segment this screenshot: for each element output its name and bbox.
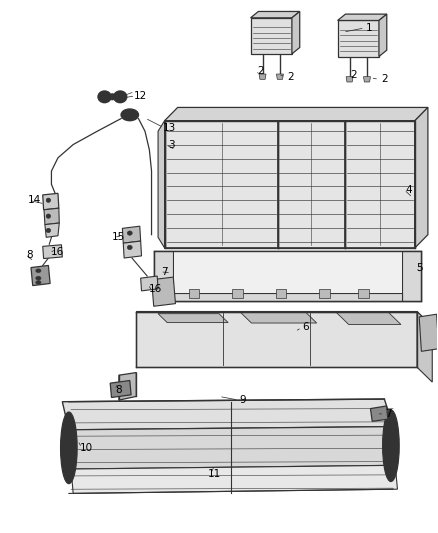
Polygon shape — [71, 465, 397, 494]
Text: 5: 5 — [416, 263, 423, 272]
Ellipse shape — [114, 91, 127, 103]
Polygon shape — [259, 74, 266, 79]
Text: 2: 2 — [381, 74, 388, 84]
Ellipse shape — [46, 228, 50, 232]
Polygon shape — [338, 20, 379, 56]
Polygon shape — [44, 208, 59, 224]
Text: 9: 9 — [240, 395, 246, 405]
Ellipse shape — [46, 198, 50, 203]
Text: 3: 3 — [168, 140, 174, 150]
Polygon shape — [165, 120, 415, 248]
Polygon shape — [152, 277, 176, 306]
Polygon shape — [165, 108, 428, 120]
Polygon shape — [379, 14, 387, 56]
Polygon shape — [45, 223, 59, 237]
Text: 16: 16 — [50, 247, 64, 257]
Polygon shape — [232, 289, 243, 298]
Polygon shape — [154, 251, 173, 301]
Text: 6: 6 — [303, 322, 309, 333]
Text: 2: 2 — [257, 67, 264, 76]
Text: 2: 2 — [350, 70, 357, 79]
Ellipse shape — [36, 269, 41, 272]
Text: 11: 11 — [208, 470, 221, 479]
Ellipse shape — [46, 214, 50, 218]
Polygon shape — [122, 226, 141, 243]
Polygon shape — [43, 245, 62, 259]
Polygon shape — [346, 77, 353, 82]
Ellipse shape — [36, 280, 41, 284]
Ellipse shape — [121, 109, 138, 120]
Polygon shape — [338, 14, 387, 20]
Ellipse shape — [127, 245, 132, 249]
Polygon shape — [419, 314, 438, 351]
Text: 7: 7 — [385, 409, 392, 419]
Polygon shape — [119, 373, 136, 400]
Polygon shape — [402, 251, 421, 301]
Polygon shape — [173, 251, 402, 293]
Text: 2: 2 — [287, 71, 294, 82]
Ellipse shape — [109, 94, 116, 100]
Text: 14: 14 — [28, 195, 41, 205]
Text: 15: 15 — [112, 232, 126, 243]
Ellipse shape — [36, 276, 41, 280]
Polygon shape — [188, 289, 199, 298]
Ellipse shape — [125, 112, 134, 117]
Text: 10: 10 — [80, 443, 93, 453]
Polygon shape — [292, 12, 300, 54]
Polygon shape — [69, 426, 395, 469]
Text: 8: 8 — [26, 250, 33, 260]
Polygon shape — [110, 381, 131, 398]
Text: 7: 7 — [161, 267, 168, 277]
Ellipse shape — [127, 231, 132, 235]
Polygon shape — [417, 312, 432, 382]
Polygon shape — [158, 314, 228, 322]
Polygon shape — [371, 406, 388, 421]
Polygon shape — [251, 12, 300, 18]
Polygon shape — [415, 108, 428, 248]
Polygon shape — [173, 293, 402, 301]
Text: 13: 13 — [162, 123, 176, 133]
Ellipse shape — [60, 412, 77, 483]
Ellipse shape — [98, 91, 111, 103]
Polygon shape — [336, 313, 401, 325]
Polygon shape — [136, 312, 417, 367]
Polygon shape — [158, 120, 165, 248]
Polygon shape — [123, 241, 141, 258]
Polygon shape — [251, 18, 292, 54]
Text: 8: 8 — [116, 384, 122, 394]
Text: 4: 4 — [405, 184, 412, 195]
Polygon shape — [319, 289, 330, 298]
Polygon shape — [43, 193, 59, 210]
Ellipse shape — [383, 410, 399, 481]
Text: 16: 16 — [149, 284, 162, 294]
Polygon shape — [62, 399, 393, 430]
Polygon shape — [154, 251, 421, 301]
Polygon shape — [136, 312, 432, 326]
Text: 12: 12 — [134, 91, 147, 101]
Polygon shape — [31, 265, 50, 286]
Text: 1: 1 — [366, 23, 372, 33]
Polygon shape — [241, 313, 317, 323]
Polygon shape — [276, 74, 283, 79]
Polygon shape — [358, 289, 369, 298]
Polygon shape — [141, 276, 158, 291]
Polygon shape — [276, 289, 286, 298]
Polygon shape — [364, 77, 371, 82]
